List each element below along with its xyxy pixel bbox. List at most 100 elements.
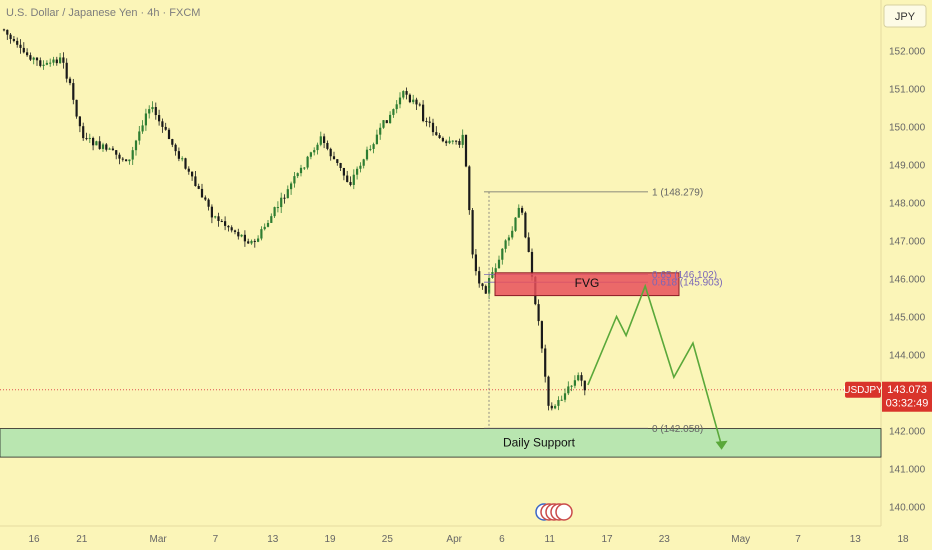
fib-level-label: 0.65 (146.102) [652, 270, 717, 281]
candle-body [85, 138, 88, 140]
candle-body [299, 167, 303, 174]
candle-body [577, 375, 580, 381]
candle-body [121, 158, 124, 160]
candle-body [458, 141, 461, 145]
candle-body [95, 141, 98, 146]
candle-body [72, 83, 75, 100]
candle-body [29, 55, 32, 60]
candle-body [464, 134, 468, 167]
candle-body [313, 150, 316, 153]
candle-body [98, 141, 101, 149]
candle-body [418, 104, 421, 106]
price-tick-label: 144.000 [889, 351, 926, 362]
candle-body [573, 380, 576, 386]
symbol-badge: USDJPY [843, 381, 883, 398]
candle-body [494, 268, 497, 273]
candle-body [187, 168, 190, 172]
candle-body [441, 137, 444, 142]
candle-body [524, 212, 527, 238]
candle-body [230, 227, 233, 231]
candle-body [422, 104, 425, 122]
time-tick-label: 11 [545, 534, 556, 545]
candle-body [250, 240, 253, 244]
fib-level-label: 0.618 (145.903) [652, 278, 723, 289]
economic-event-markers[interactable] [535, 503, 573, 521]
candle-body [402, 91, 405, 98]
candle-body [55, 59, 58, 64]
candle-body [12, 39, 15, 41]
candle-body [184, 158, 187, 169]
candle-body [481, 283, 484, 287]
candle-body [471, 210, 474, 255]
candle-body [448, 140, 451, 144]
candle-body [270, 216, 273, 223]
candle-body [431, 122, 435, 133]
last-price-tag: 143.073 03:32:49 [882, 381, 932, 412]
price-tick-label: 140.000 [889, 503, 926, 514]
candle-body [240, 234, 243, 237]
candle-body [154, 107, 157, 116]
candle-body [306, 156, 309, 168]
fvg-zone[interactable] [494, 272, 680, 297]
fvg-label: FVG [575, 276, 600, 290]
candle-body [39, 60, 42, 66]
time-tick-label: 21 [76, 534, 88, 545]
candle-body [398, 97, 402, 105]
candle-body [349, 181, 352, 185]
price-tick-label: 149.000 [889, 161, 926, 172]
candle-body [253, 240, 256, 242]
time-axis[interactable]: 1621Mar7131925Apr6111723May7131823 [28, 534, 932, 545]
candle-body [521, 207, 524, 213]
daily-support-zone[interactable] [0, 428, 882, 458]
candles [2, 28, 586, 411]
candle-body [280, 197, 283, 208]
symbol-badge-label: USDJPY [843, 385, 883, 396]
candle-body [425, 121, 428, 123]
candle-body [128, 159, 131, 162]
candle-body [501, 248, 504, 260]
candle-body [511, 230, 514, 238]
candle-body [497, 259, 501, 269]
candle-body [352, 174, 355, 185]
time-tick-label: 23 [659, 534, 671, 545]
candle-body [461, 134, 464, 145]
candle-body [517, 207, 520, 218]
time-tick-label: 18 [897, 534, 909, 545]
candle-body [138, 131, 141, 141]
time-tick-label: 6 [499, 534, 505, 545]
candle-body [412, 99, 415, 103]
currency-button[interactable]: JPY [883, 4, 927, 28]
candle-body [395, 104, 398, 110]
candle-body [141, 125, 144, 132]
candle-body [243, 234, 246, 242]
candle-body [544, 348, 547, 377]
projection-path[interactable] [587, 283, 723, 446]
candle-body [484, 286, 487, 294]
candle-body [389, 114, 392, 124]
candle-body [296, 173, 299, 177]
candle-body [332, 156, 336, 160]
candle-body [108, 148, 111, 150]
price-tick-label: 148.000 [889, 199, 926, 210]
candle-body [527, 237, 530, 252]
candle-body [151, 107, 154, 110]
candle-body [204, 197, 207, 200]
price-tick-label: 145.000 [889, 313, 926, 324]
price-tick-label: 152.000 [889, 47, 926, 58]
event-flag-icon[interactable] [555, 503, 573, 521]
candle-body [514, 217, 517, 231]
candle-body [88, 137, 91, 139]
candle-body [392, 109, 395, 115]
chart-title: U.S. Dollar / Japanese Yen · 4h · FXCM [6, 7, 200, 19]
candle-body [78, 116, 81, 127]
candle-body [474, 254, 477, 272]
candle-body [455, 140, 458, 142]
candle-body [319, 136, 322, 145]
candle-body [286, 189, 289, 199]
candle-body [101, 144, 105, 149]
candle-body [540, 321, 543, 349]
candle-body [336, 159, 339, 164]
candle-body [181, 158, 184, 160]
